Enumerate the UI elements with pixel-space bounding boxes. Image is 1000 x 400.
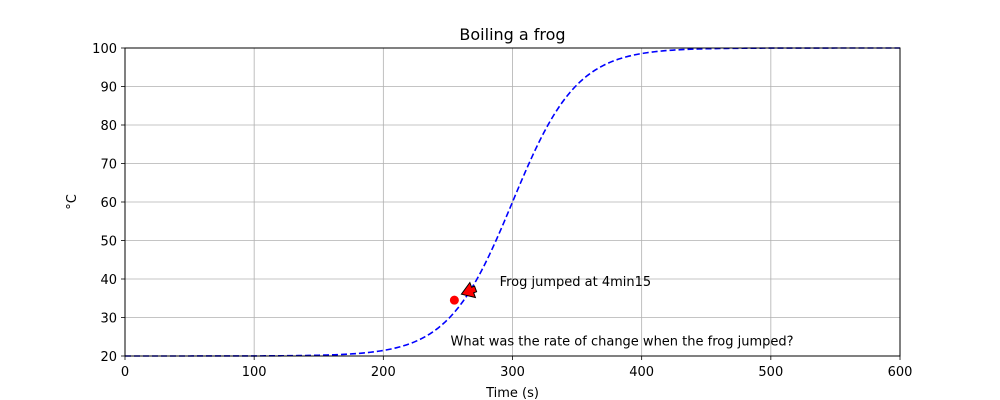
y-tick-label: 20 <box>100 350 117 365</box>
x-tick-label: 100 <box>242 365 267 380</box>
y-tick-label: 80 <box>100 119 117 134</box>
y-tick-label: 30 <box>100 312 117 327</box>
annotation-arrow <box>460 281 478 299</box>
annotation-frog-jumped: Frog jumped at 4min15 <box>500 275 652 290</box>
y-tick-label: 50 <box>100 235 117 250</box>
y-tick-label: 100 <box>92 42 117 57</box>
ticks: 0 100 200 300 400 500 600 20 30 40 50 60 70 80 90 100 <box>92 42 912 380</box>
x-tick-label: 0 <box>121 365 129 380</box>
chart-title: Boiling a frog <box>459 25 565 44</box>
y-tick-label: 90 <box>100 81 117 96</box>
annotation-layer: Frog jumped at 4min15 What was the rate … <box>451 275 794 350</box>
grid <box>124 47 901 357</box>
marker-layer <box>449 281 478 305</box>
y-tick-label: 60 <box>100 196 117 211</box>
y-axis-label: °C <box>65 194 80 210</box>
y-tick-label: 70 <box>100 158 117 173</box>
x-axis-label: Time (s) <box>485 386 539 400</box>
jump-point-marker <box>449 295 459 305</box>
annotation-question: What was the rate of change when the fro… <box>451 335 794 350</box>
annotation-arrow-shape <box>460 281 478 299</box>
y-tick-label: 40 <box>100 273 117 288</box>
x-tick-label: 300 <box>500 365 525 380</box>
x-tick-label: 600 <box>888 365 913 380</box>
x-tick-label: 500 <box>758 365 783 380</box>
x-tick-label: 200 <box>371 365 396 380</box>
x-tick-label: 400 <box>629 365 654 380</box>
